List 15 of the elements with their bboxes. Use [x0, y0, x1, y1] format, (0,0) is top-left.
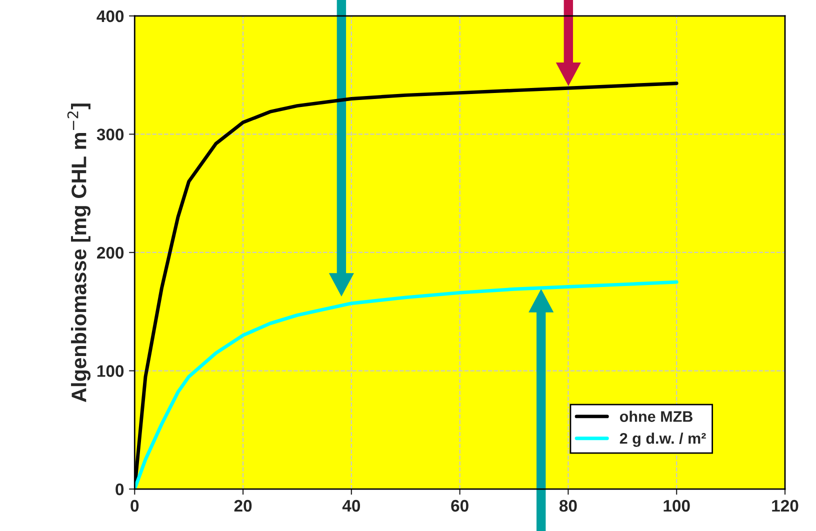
x-tick-label: 60 — [451, 500, 468, 512]
y-tick-label: 100 — [97, 365, 124, 377]
x-tick-label: 40 — [342, 500, 360, 512]
legend-label: ohne MZB — [620, 410, 692, 422]
x-tick-label: 0 — [130, 500, 139, 512]
x-tick-label: 120 — [772, 500, 798, 512]
x-tick-label: 20 — [234, 500, 252, 512]
y-tick-label: 0 — [116, 483, 124, 496]
y-axis-title: Algenbiomasse [mg CHL m$^{−2}$] — [67, 104, 91, 402]
y-tick-label: 300 — [96, 128, 124, 140]
x-tick-label: 100 — [664, 500, 690, 512]
legend-label: 2 g d.w. / m² — [620, 432, 706, 447]
y-tick-label: 400 — [96, 10, 124, 22]
x-tick-label: 80 — [559, 500, 577, 512]
y-tick-label: 200 — [96, 246, 124, 259]
